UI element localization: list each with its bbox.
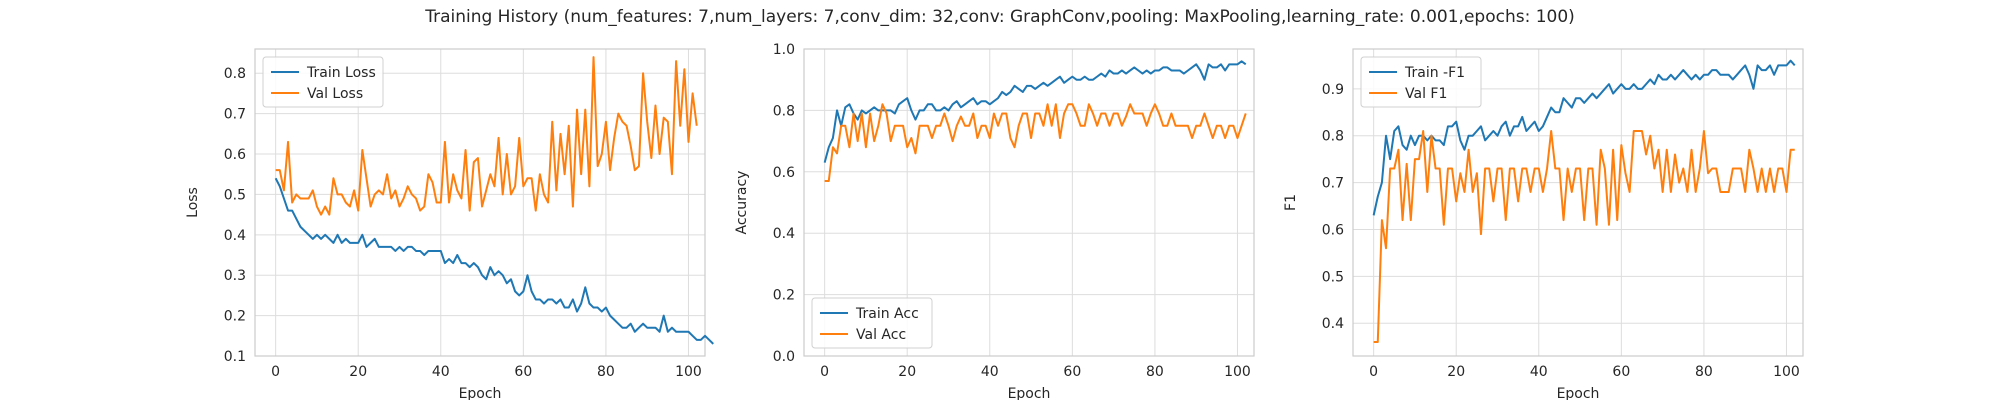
accuracy-ylabel: Accuracy	[734, 171, 750, 235]
f1-xtick-label: 80	[1695, 364, 1713, 380]
f1-series-train-f1	[1372, 59, 1796, 216]
f1-xtick-label: 100	[1773, 364, 1800, 380]
accuracy-xtick-label: 40	[981, 364, 999, 380]
f1-ytick-label: 0.5	[1322, 269, 1344, 285]
accuracy-series-train-acc	[823, 60, 1247, 163]
f1-ylabel: F1	[1283, 194, 1299, 211]
subplot-f1: 0 20 40 60 80 100 0.4 0.5 0.6 0.7 0.8 0.9 Epoch F1 Tra…	[1283, 48, 1804, 400]
f1-ytick-label: 0.4	[1322, 316, 1344, 332]
accuracy-legend-box	[811, 297, 933, 349]
loss-xtick-label: 100	[675, 364, 702, 380]
loss-series-val-loss	[275, 56, 698, 216]
loss-ylabel: Loss	[185, 187, 201, 218]
f1-xtick-label: 60	[1612, 364, 1630, 380]
loss-ytick-label: 0.8	[224, 66, 246, 82]
f1-legend: Train -F1 Val F1	[1360, 56, 1482, 108]
subplot-loss: 0 20 40 60 80 100 0.1 0.2 0.3 0.4 0.5 0.6 0.7 0.8 Epoc…	[185, 48, 714, 400]
f1-ytick-label: 0.9	[1322, 82, 1344, 98]
f1-ytick-label: 0.7	[1322, 176, 1344, 192]
accuracy-ytick-label: 0.6	[773, 165, 795, 181]
accuracy-xtick-label: 100	[1224, 364, 1251, 380]
f1-ytick-label: 0.8	[1322, 129, 1344, 145]
loss-frame	[254, 48, 706, 357]
loss-series-train-loss	[274, 177, 714, 345]
loss-ytick-label: 0.2	[224, 309, 246, 325]
accuracy-xtick-label: 20	[898, 364, 916, 380]
subplots: 0 20 40 60 80 100 0.1 0.2 0.3 0.4 0.5 0.6 0.7 0.8 Epoc…	[185, 42, 1804, 400]
f1-legend-label: Val F1	[1405, 86, 1447, 102]
accuracy-ytick-label: 0.0	[773, 349, 795, 365]
accuracy-ytick-label: 1.0	[773, 42, 795, 58]
loss-ytick-label: 0.7	[224, 107, 246, 123]
accuracy-xtick-label: 80	[1146, 364, 1164, 380]
f1-frame	[1352, 48, 1804, 357]
accuracy-ytick-label: 0.2	[773, 288, 795, 304]
subplot-accuracy: 0 20 40 60 80 100 0.0 0.2 0.4 0.6 0.8 1.0 Epoch Accur…	[734, 42, 1255, 400]
f1-legend-label: Train -F1	[1404, 65, 1465, 81]
f1-xtick-label: 20	[1447, 364, 1465, 380]
loss-xtick-label: 60	[514, 364, 532, 380]
accuracy-legend: Train Acc Val Acc	[811, 297, 933, 349]
loss-ytick-label: 0.4	[224, 228, 246, 244]
accuracy-xtick-label: 60	[1063, 364, 1081, 380]
accuracy-series-val-acc	[824, 103, 1247, 183]
accuracy-ytick-label: 0.4	[773, 226, 795, 242]
f1-xtick-label: 0	[1369, 364, 1378, 380]
loss-xlabel: Epoch	[459, 386, 502, 400]
accuracy-xlabel: Epoch	[1008, 386, 1051, 400]
loss-legend-label: Val Loss	[307, 86, 363, 102]
accuracy-legend-label: Train Acc	[855, 306, 919, 322]
loss-legend-box	[262, 56, 384, 108]
accuracy-ytick-label: 0.8	[773, 103, 795, 119]
f1-xlabel: Epoch	[1557, 386, 1600, 400]
loss-xtick-label: 80	[597, 364, 615, 380]
loss-legend: Train Loss Val Loss	[262, 56, 384, 108]
accuracy-frame	[803, 48, 1255, 357]
loss-ytick-label: 0.3	[224, 268, 246, 284]
loss-ytick-label: 0.1	[224, 349, 246, 365]
loss-ytick-label: 0.6	[224, 147, 246, 163]
accuracy-xtick-label: 0	[820, 364, 829, 380]
f1-ytick-label: 0.6	[1322, 222, 1344, 238]
accuracy-legend-label: Val Acc	[856, 327, 906, 343]
loss-xtick-label: 20	[349, 364, 367, 380]
loss-xtick-label: 40	[432, 364, 450, 380]
loss-legend-label: Train Loss	[306, 65, 376, 81]
f1-series-val-f1	[1373, 130, 1795, 343]
f1-xtick-label: 40	[1530, 364, 1548, 380]
f1-legend-box	[1360, 56, 1482, 108]
figure-title: Training History (num_features: 7,num_la…	[424, 7, 1575, 27]
loss-ytick-label: 0.5	[224, 187, 246, 203]
loss-xtick-label: 0	[271, 364, 280, 380]
